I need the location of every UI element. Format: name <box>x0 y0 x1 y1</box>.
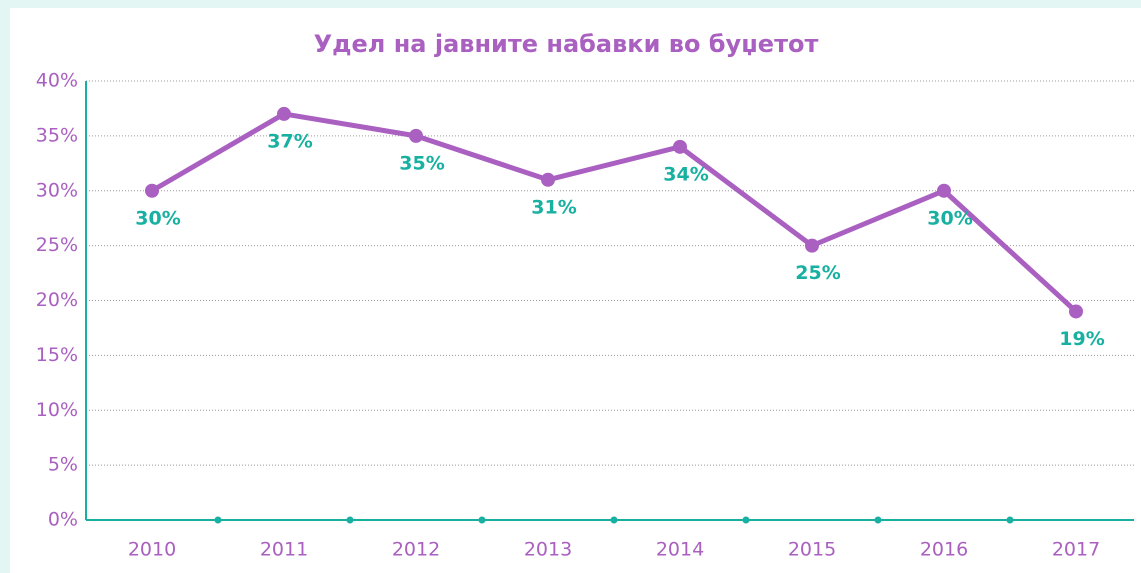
data-label: 35% <box>399 152 444 174</box>
x-tick-label: 2017 <box>1052 539 1100 561</box>
line <box>150 111 1078 314</box>
data-label: 34% <box>663 163 708 185</box>
x-axis-dot <box>742 516 750 524</box>
point <box>1069 304 1083 319</box>
point <box>409 128 423 143</box>
point <box>541 172 555 187</box>
x-axis-dot <box>1006 516 1014 524</box>
x-axis-dot <box>346 516 354 524</box>
x-tick-label: 2015 <box>788 539 836 561</box>
y-tick-label: 15% <box>36 344 78 366</box>
data-label: 30% <box>135 207 180 229</box>
y-tick-label: 10% <box>36 399 78 421</box>
y-tick-label: 5% <box>48 454 78 476</box>
point <box>805 238 819 253</box>
y-tick-label: 35% <box>36 124 78 146</box>
data-label: 19% <box>1059 328 1104 350</box>
x-tick-label: 2014 <box>656 539 704 561</box>
point <box>673 139 687 154</box>
panel <box>10 8 1141 573</box>
x-axis-dot <box>610 516 618 524</box>
data-label: 37% <box>267 130 312 152</box>
y-tick-label: 25% <box>36 234 78 256</box>
x-axis-dot <box>874 516 882 524</box>
data-label: 30% <box>927 207 972 229</box>
data-label: 25% <box>795 262 840 284</box>
data-label: 31% <box>531 196 576 218</box>
x-axis-dot <box>214 516 222 524</box>
y-tick-label: 20% <box>36 289 78 311</box>
x-tick-label: 2012 <box>392 539 440 561</box>
x-tick-label: 2016 <box>920 539 968 561</box>
point <box>937 183 951 198</box>
x-tick-label: 2010 <box>128 539 176 561</box>
point <box>277 106 291 121</box>
x-tick-label: 2011 <box>260 539 308 561</box>
chart-title: Удел на јавните набавки во буџетот <box>314 30 819 58</box>
y-tick-label: 30% <box>36 179 78 201</box>
x-axis-dot <box>478 516 486 524</box>
y-tick-label: 0% <box>48 509 78 531</box>
point <box>145 183 159 198</box>
x-tick-label: 2013 <box>524 539 572 561</box>
y-tick-label: 40% <box>36 70 78 92</box>
